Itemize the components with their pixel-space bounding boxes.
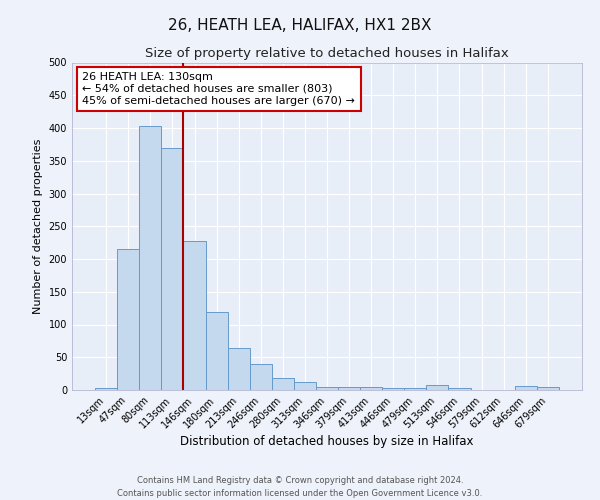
Text: Contains HM Land Registry data © Crown copyright and database right 2024.
Contai: Contains HM Land Registry data © Crown c… xyxy=(118,476,482,498)
Bar xyxy=(515,386,537,390)
Bar xyxy=(360,386,382,390)
Bar xyxy=(117,249,139,390)
Bar xyxy=(427,385,448,390)
Bar xyxy=(537,388,559,390)
Bar xyxy=(227,348,250,390)
Bar xyxy=(250,364,272,390)
Bar xyxy=(338,386,360,390)
Bar xyxy=(206,312,227,390)
Bar xyxy=(139,126,161,390)
Bar xyxy=(294,382,316,390)
Text: 26, HEATH LEA, HALIFAX, HX1 2BX: 26, HEATH LEA, HALIFAX, HX1 2BX xyxy=(168,18,432,32)
Title: Size of property relative to detached houses in Halifax: Size of property relative to detached ho… xyxy=(145,47,509,60)
Y-axis label: Number of detached properties: Number of detached properties xyxy=(33,138,43,314)
Bar xyxy=(161,148,184,390)
Bar xyxy=(404,388,427,390)
Bar xyxy=(272,378,294,390)
Bar xyxy=(382,388,404,390)
Bar xyxy=(95,388,117,390)
Text: 26 HEATH LEA: 130sqm
← 54% of detached houses are smaller (803)
45% of semi-deta: 26 HEATH LEA: 130sqm ← 54% of detached h… xyxy=(82,72,355,106)
Bar xyxy=(184,240,206,390)
Bar xyxy=(316,386,338,390)
X-axis label: Distribution of detached houses by size in Halifax: Distribution of detached houses by size … xyxy=(180,436,474,448)
Bar xyxy=(448,388,470,390)
